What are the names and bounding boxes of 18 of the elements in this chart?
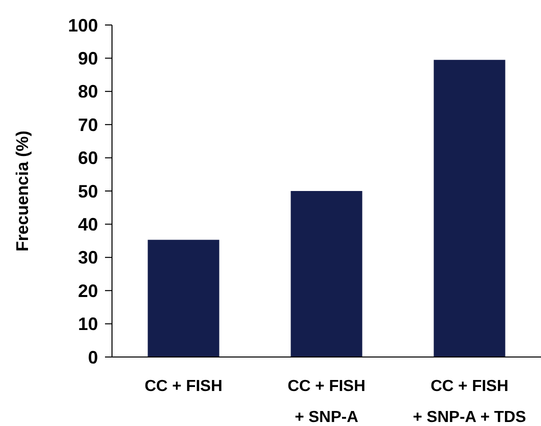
y-tick-label: 70	[78, 114, 98, 135]
y-tick-label: 50	[78, 181, 98, 202]
bar	[290, 191, 362, 357]
y-tick-label: 30	[78, 248, 98, 268]
y-tick-label: 80	[78, 82, 98, 102]
x-tick-label: CC + FISH	[144, 378, 222, 395]
y-tick-label: 90	[78, 48, 98, 68]
y-tick-label: 100	[68, 15, 98, 36]
x-tick-label: CC + FISH + SNP-A	[288, 378, 366, 426]
x-tick-label: CC + FISH + SNP-A + TDS	[412, 378, 526, 426]
bar	[434, 60, 506, 357]
y-axis-title: Frecuencia (%)	[13, 130, 32, 252]
y-tick-label: 10	[78, 314, 98, 334]
y-tick-label: 40	[78, 214, 98, 234]
y-tick-label: 20	[78, 280, 98, 301]
y-tick-label: 60	[78, 148, 98, 168]
bar	[148, 240, 220, 357]
y-tick-label: 0	[88, 347, 98, 368]
